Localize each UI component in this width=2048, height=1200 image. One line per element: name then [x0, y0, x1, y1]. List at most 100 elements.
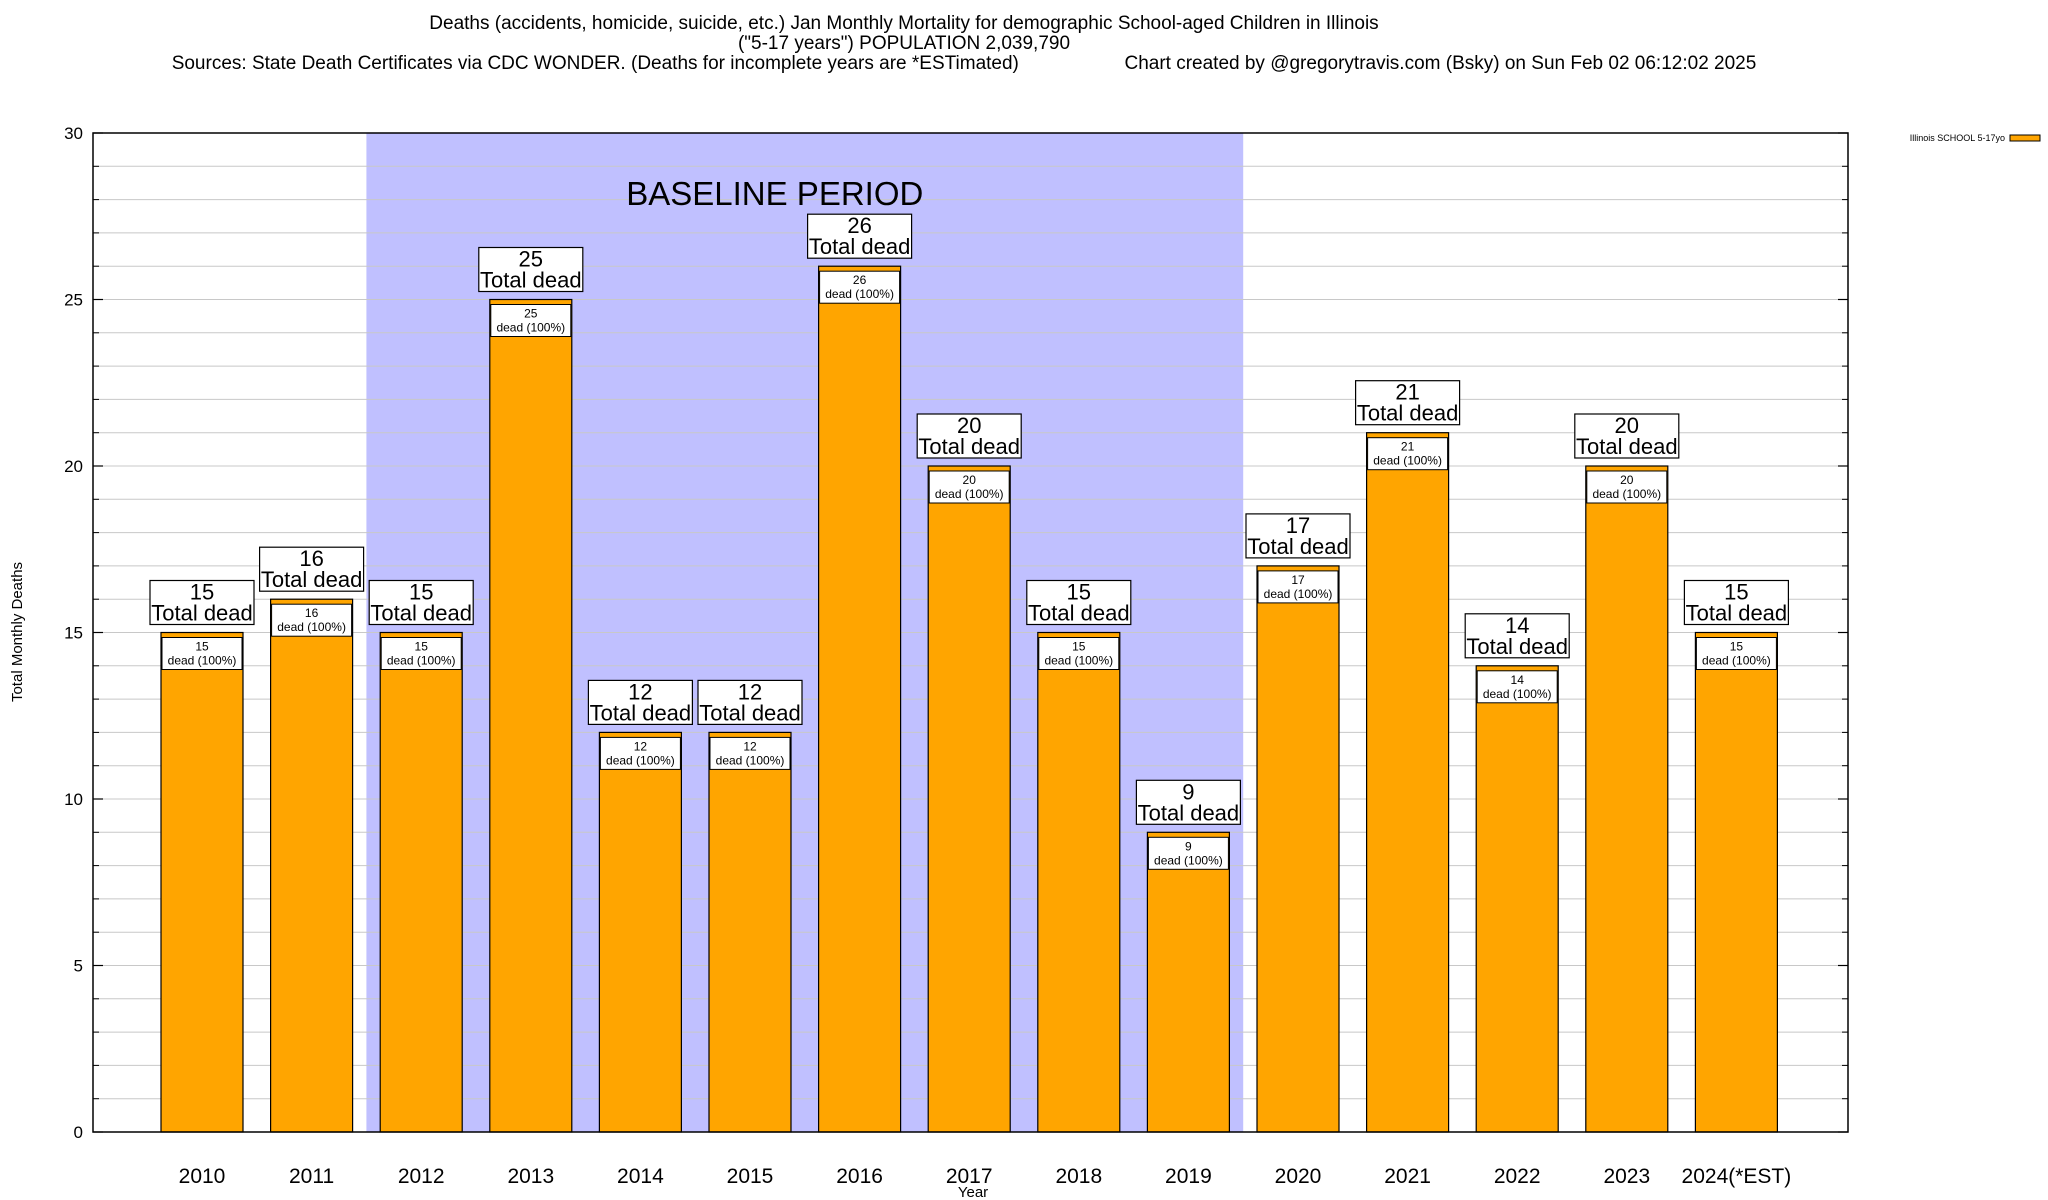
bar — [379, 631, 463, 1133]
top-label-text: Total dead — [1466, 634, 1568, 659]
top-label-box — [1245, 513, 1351, 559]
inner-label-box — [1038, 637, 1120, 670]
top-label-text: Total dead — [1357, 401, 1459, 426]
x-tick-label: 2012 — [398, 1165, 445, 1188]
inner-label-box — [599, 736, 681, 770]
inner-label-value: 20 — [1620, 473, 1634, 487]
x-tick-label: 2021 — [1384, 1165, 1431, 1188]
x-tick-label: 2015 — [727, 1165, 774, 1188]
top-label-box — [806, 213, 913, 259]
top-label-box — [1354, 380, 1461, 426]
bar — [1585, 465, 1669, 1133]
inner-label-box — [928, 470, 1010, 504]
top-label-value: 14 — [1505, 613, 1529, 638]
inner-label-text: dead (100%) — [1044, 654, 1113, 668]
top-label-value: 15 — [190, 580, 214, 605]
inner-label-text: dead (100%) — [1373, 454, 1442, 468]
inner-label-text: dead (100%) — [1592, 487, 1661, 501]
chart-source-credit: Sources: State Death Certificates via CD… — [0, 54, 1988, 74]
bar — [598, 731, 683, 1133]
legend: Illinois SCHOOL 5-17yo — [1910, 133, 2041, 143]
x-tick-label: 2023 — [1603, 1165, 1650, 1188]
inner-label-value: 12 — [634, 739, 648, 753]
bar — [1256, 565, 1340, 1133]
bar — [817, 265, 902, 1133]
x-tick-label: 2017 — [946, 1165, 993, 1188]
inner-label-text: dead (100%) — [168, 654, 237, 668]
inner-label-value: 15 — [415, 640, 429, 654]
inner-label-text: dead (100%) — [387, 654, 456, 668]
inner-label-text: dead (100%) — [1264, 587, 1333, 601]
top-label-box — [1135, 779, 1242, 825]
top-label-text: Total dead — [1686, 601, 1788, 626]
inner-label-box — [161, 637, 243, 670]
x-tick-label: 2022 — [1494, 1165, 1541, 1188]
top-label-text: Total dead — [151, 601, 253, 626]
inner-label-value: 9 — [1185, 839, 1192, 853]
x-tick-label: 2011 — [289, 1165, 334, 1188]
top-label-value: 9 — [1182, 779, 1194, 804]
bar — [1475, 665, 1559, 1133]
top-label-value: 12 — [738, 679, 762, 704]
inner-label-box — [1147, 836, 1229, 870]
top-label-box — [259, 546, 365, 592]
inner-label-text: dead (100%) — [496, 321, 565, 335]
x-tick-label: 2016 — [836, 1165, 883, 1188]
x-tick-label: 2018 — [1055, 1165, 1102, 1188]
top-label-text: Total dead — [699, 700, 801, 725]
x-tick-label: 2024(*EST) — [1682, 1165, 1792, 1188]
y-tick-label: 15 — [64, 624, 83, 643]
top-label-box — [587, 679, 694, 726]
inner-label-text: dead (100%) — [935, 487, 1004, 501]
annotation-layer: BASELINE PERIOD — [626, 175, 923, 212]
inner-label-box — [819, 270, 901, 304]
top-label-value: 16 — [299, 546, 323, 571]
x-tick-label: 2013 — [507, 1165, 554, 1188]
top-label-value: 17 — [1286, 513, 1310, 538]
inner-label-value: 16 — [305, 606, 319, 620]
top-label-text: Total dead — [370, 601, 472, 626]
inner-label-value: 12 — [743, 739, 757, 753]
inner-label-value: 21 — [1401, 440, 1415, 454]
top-label-text: Total dead — [1028, 601, 1130, 626]
top-label-value: 20 — [1615, 413, 1639, 438]
inner-label-text: dead (100%) — [1154, 853, 1223, 867]
top-label-box — [697, 679, 803, 726]
top-label-value: 26 — [847, 213, 871, 238]
bar — [489, 298, 573, 1133]
y-axis-title: Total Monthly Deaths — [9, 562, 26, 702]
chart-subtitle: ("5-17 years") POPULATION 2,039,790 — [737, 33, 1071, 54]
inner-label-text: dead (100%) — [606, 753, 675, 767]
inner-label-text: dead (100%) — [1483, 687, 1552, 701]
bar — [270, 598, 354, 1133]
inner-label-value: 15 — [1072, 640, 1086, 654]
x-tick-label: 2019 — [1165, 1165, 1212, 1188]
top-label-text: Total dead — [1138, 800, 1240, 825]
bar — [1037, 631, 1121, 1133]
y-tick-label: 5 — [74, 957, 83, 976]
top-label-box — [478, 246, 584, 293]
top-label-text: Total dead — [809, 234, 911, 259]
top-label-text: Total dead — [480, 268, 582, 293]
inner-label-value: 26 — [853, 273, 867, 287]
bar — [708, 731, 792, 1133]
inner-label-box — [271, 603, 353, 637]
chart-title: Deaths (accidents, homicide, suicide, et… — [429, 13, 1379, 34]
x-tick-label: 2014 — [617, 1165, 664, 1188]
inner-label-box — [1476, 670, 1558, 704]
top-label-box — [916, 413, 1022, 459]
inner-label-text: dead (100%) — [1702, 654, 1771, 668]
inner-label-box — [1695, 637, 1777, 670]
